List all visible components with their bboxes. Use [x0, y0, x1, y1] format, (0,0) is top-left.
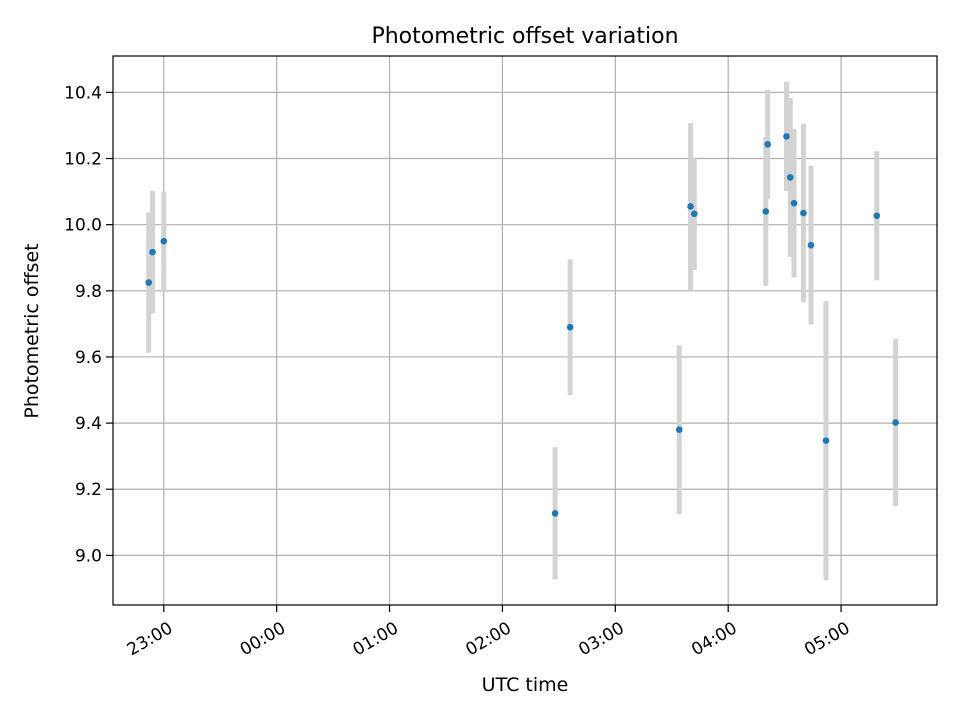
data-point	[687, 203, 694, 210]
data-point	[873, 212, 881, 220]
data-point	[762, 208, 770, 215]
data-points	[145, 133, 899, 517]
data-point	[764, 141, 771, 148]
y-tick-label: 9.0	[75, 546, 102, 566]
data-point	[145, 279, 153, 286]
data-point	[783, 133, 790, 140]
y-tick-label: 10.4	[64, 83, 102, 103]
chart-title: Photometric offset variation	[371, 24, 678, 49]
data-point	[160, 237, 168, 245]
data-point	[892, 419, 899, 426]
data-point	[822, 437, 830, 444]
y-tick-label: 9.8	[75, 282, 102, 302]
data-point	[675, 426, 683, 434]
y-tick-label: 9.2	[75, 480, 102, 500]
data-point	[551, 510, 559, 517]
data-point	[566, 323, 574, 331]
grid	[113, 56, 937, 605]
plot-frame	[112, 55, 938, 606]
data-point	[800, 209, 807, 217]
y-tick-label: 10.2	[64, 150, 102, 170]
data-point	[790, 199, 798, 207]
y-tick-label: 9.4	[75, 414, 102, 434]
data-point	[807, 241, 815, 249]
y-axis-label: Photometric offset	[21, 243, 43, 418]
y-tick-label: 9.6	[75, 348, 102, 368]
data-point	[691, 210, 698, 218]
x-axis-label: UTC time	[482, 674, 569, 696]
data-point	[149, 248, 156, 256]
data-point	[786, 174, 794, 181]
y-tick-label: 10.0	[64, 216, 102, 236]
